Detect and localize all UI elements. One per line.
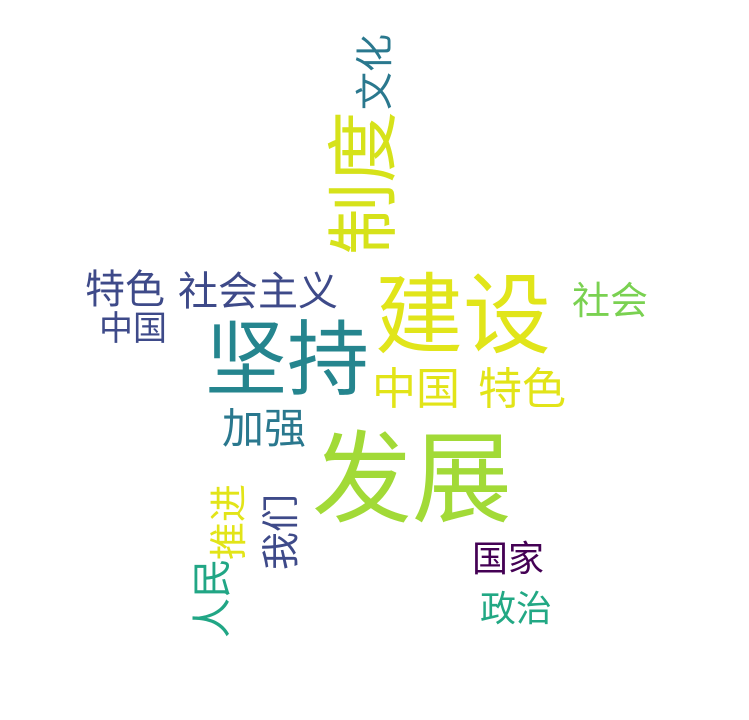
word-tuijin: 推进 [207,483,251,560]
word-shehui: 社会 [572,279,649,323]
word-jiaqiang: 加强 [222,404,307,453]
word-wenhua: 文化 [353,33,397,110]
word-women: 我们 [259,493,303,570]
word-zhongguo-left: 中国 [99,309,167,349]
word-zhidu: 制度 [322,110,406,255]
word-tese-yellow: 特色 [478,364,566,415]
word-zhongguo-yellow: 中国 [372,364,460,415]
word-jianchi: 坚持 [205,313,370,408]
word-fazhan: 发展 [312,421,512,538]
word-jianshe: 建设 [375,264,552,367]
word-guojia: 国家 [472,539,545,580]
word-renmin: 人民 [190,558,236,638]
word-shehuizhuyi: 社会主义 [178,269,338,315]
word-zhengzhi: 政治 [480,589,553,630]
word-tese-left: 特色 [85,267,165,313]
